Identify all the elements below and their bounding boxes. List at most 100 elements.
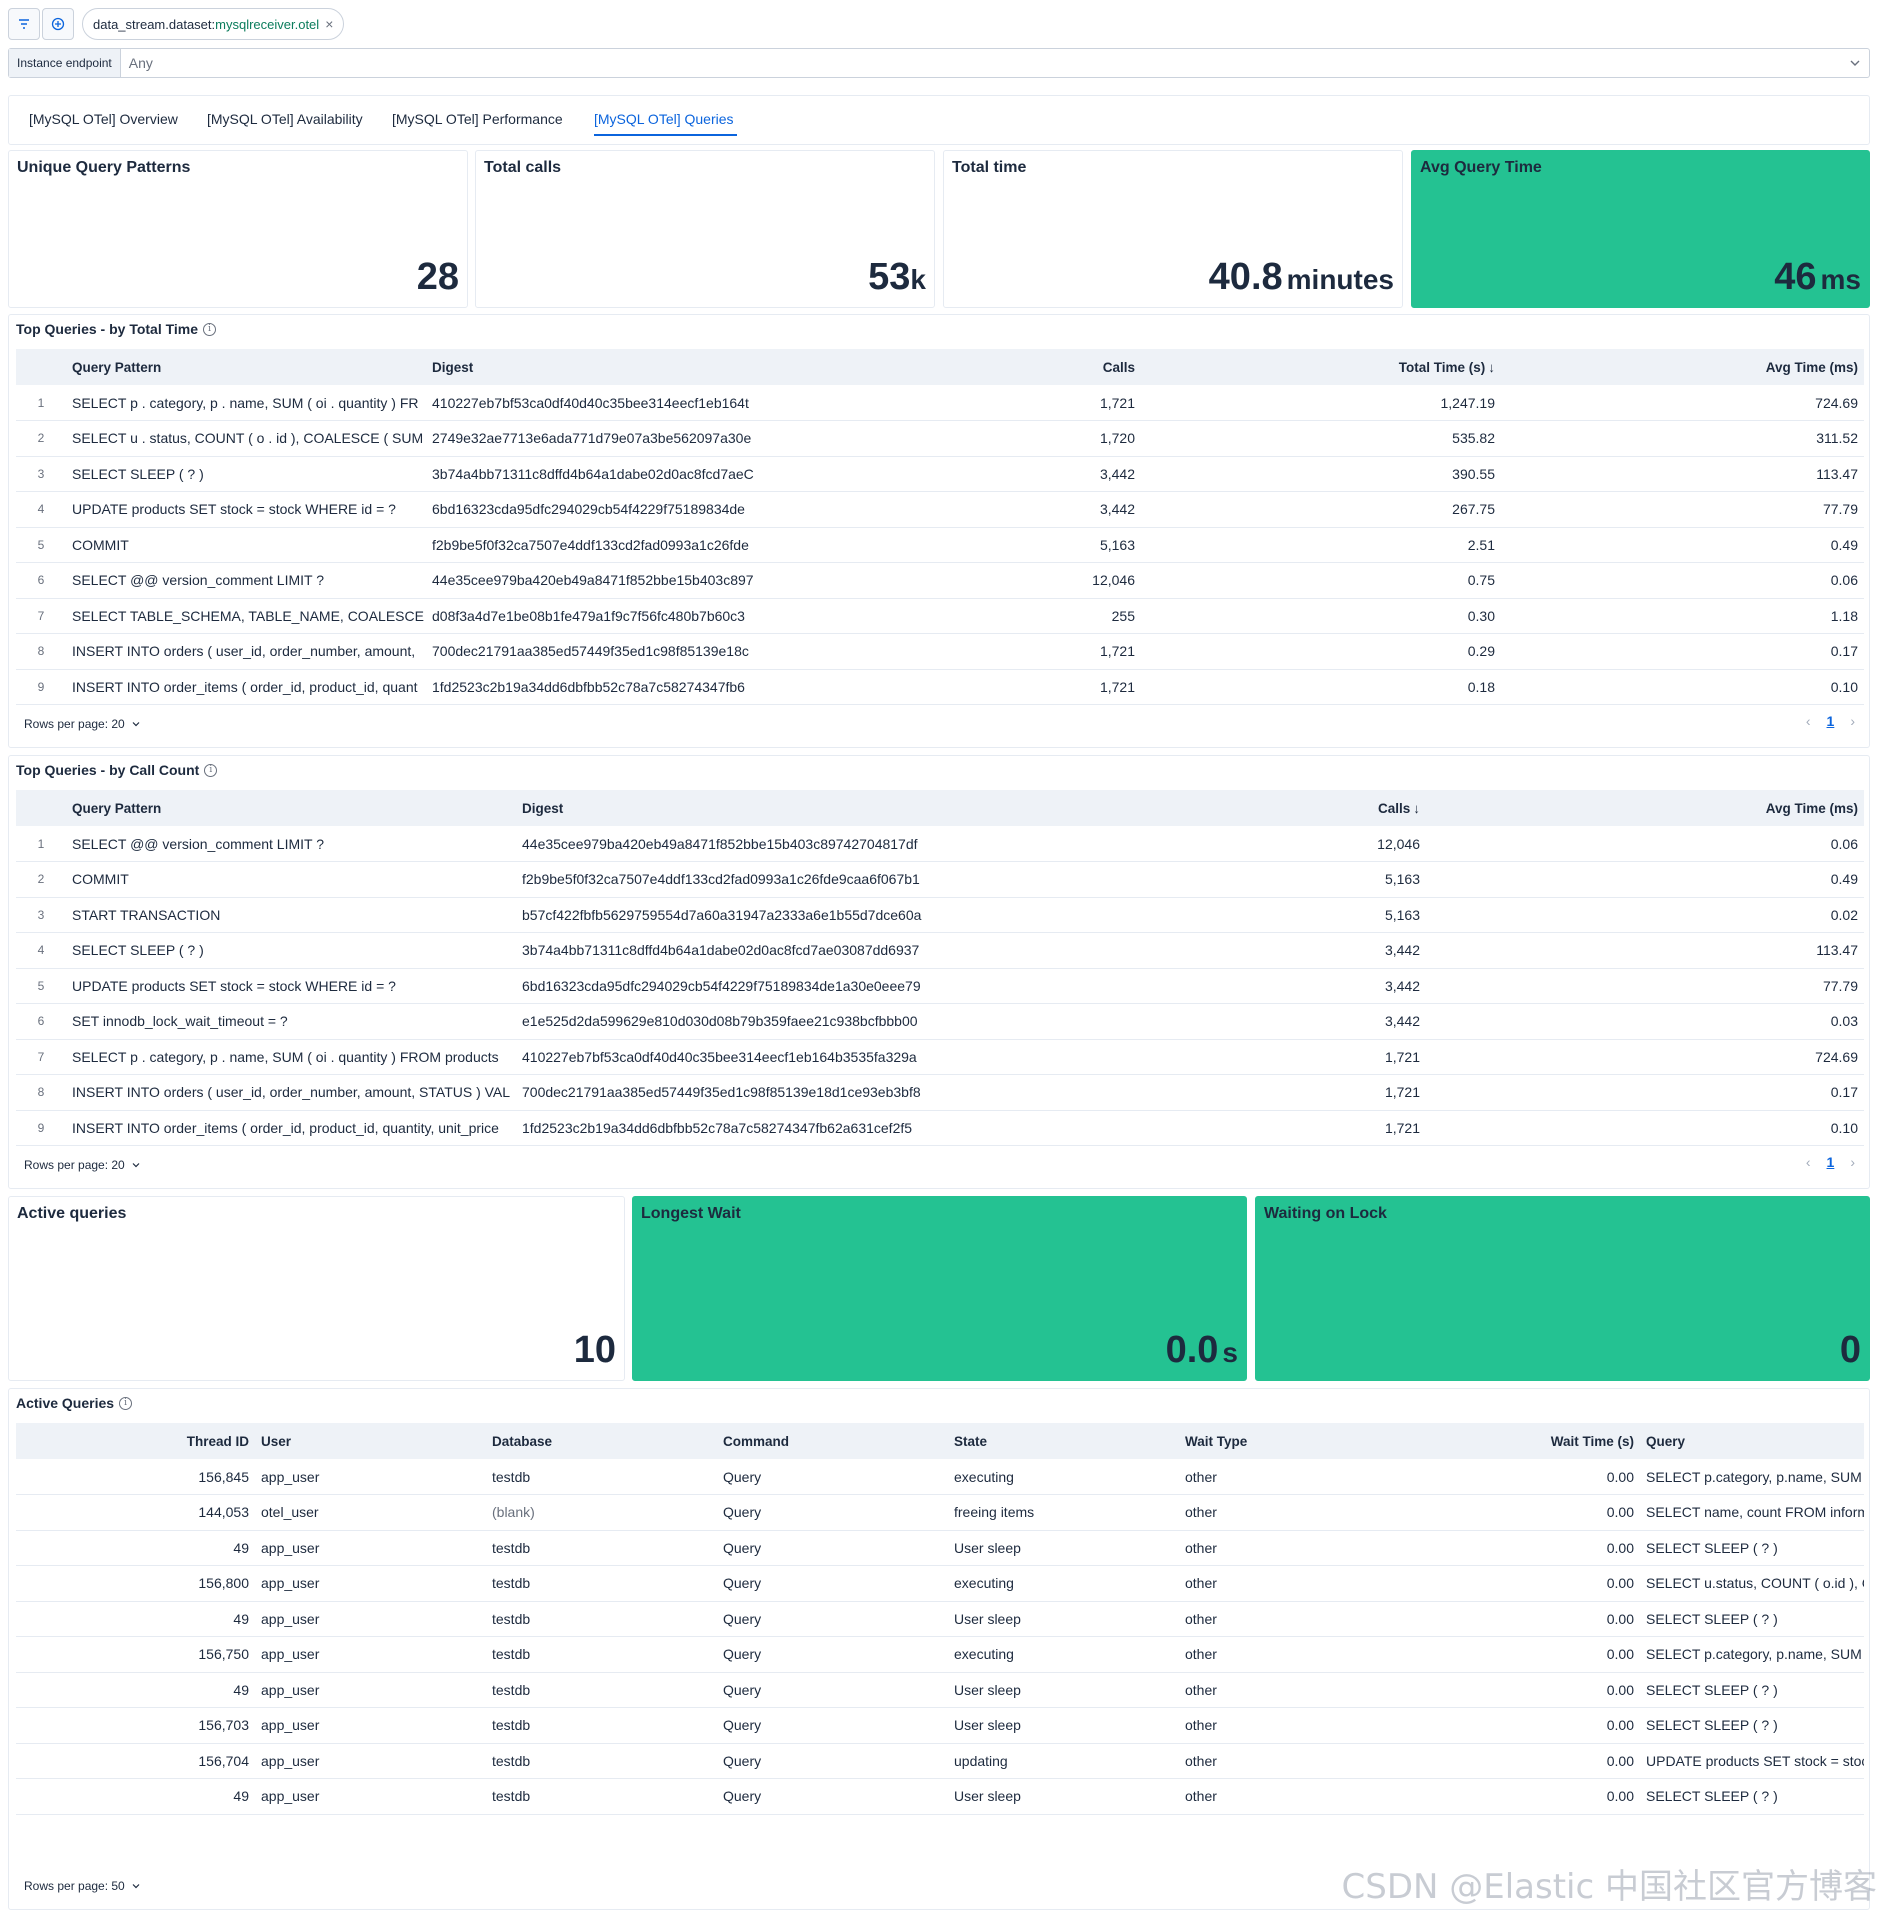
table-row[interactable]: 9 INSERT INTO order_items ( order_id, pro…	[16, 669, 1864, 705]
table-row[interactable]: 5 COMMIT f2b9be5f0f32ca7507e4ddf133cd2fad0…	[16, 527, 1864, 563]
prev-page-icon[interactable]: ‹	[1805, 1154, 1811, 1170]
table-row[interactable]: 8 INSERT INTO orders ( user_id, order_num…	[16, 1074, 1864, 1111]
command-cell: Query	[717, 1530, 948, 1566]
chevron-down-icon[interactable]	[1841, 56, 1869, 70]
state-cell: User sleep	[948, 1530, 1179, 1566]
remove-filter-icon[interactable]: ×	[325, 16, 334, 32]
table-row[interactable]: 8 INSERT INTO orders ( user_id, order_num…	[16, 633, 1864, 670]
wait-time-cell: 0.00	[1410, 1530, 1640, 1566]
next-page-icon[interactable]: ›	[1850, 1154, 1855, 1170]
table-row[interactable]: 1 SELECT p . category, p . name, SUM ( oi…	[16, 385, 1864, 421]
table-row[interactable]: 156,800 app_user testdb Query executing other…	[16, 1565, 1864, 1602]
table-row[interactable]: 4 UPDATE products SET stock = stock WHERE…	[16, 491, 1864, 528]
table-row[interactable]: 3 START TRANSACTION b57cf422fbfb5629759554…	[16, 897, 1864, 933]
table-row[interactable]: 4 SELECT SLEEP ( ? ) 3b74a4bb71311c8dffd4b…	[16, 932, 1864, 969]
instance-endpoint-control[interactable]: Instance endpoint Any	[8, 48, 1870, 78]
table-row[interactable]: 5 UPDATE products SET stock = stock WHERE…	[16, 968, 1864, 1004]
database-cell: testdb	[486, 1601, 717, 1637]
table-row[interactable]: 156,704 app_user testdb Query updating other 0…	[16, 1743, 1864, 1779]
col-avg-time[interactable]: Avg Time (ms)	[1426, 790, 1864, 826]
table-row[interactable]: 156,703 app_user testdb Query User sleep othe…	[16, 1707, 1864, 1744]
rows-per-page-button[interactable]: Rows per page: 20	[24, 1158, 141, 1172]
user-cell: app_user	[255, 1601, 486, 1637]
table-row[interactable]: 1 SELECT @@ version_comment LIMIT ? 44e35c…	[16, 826, 1864, 862]
query-pattern-cell: INSERT INTO orders ( user_id, order_numb…	[66, 1074, 516, 1111]
chevron-down-icon	[132, 1884, 140, 1889]
filter-pill[interactable]: data_stream.dataset: mysqlreceiver.otel …	[82, 8, 345, 40]
table-row[interactable]: 6 SELECT @@ version_comment LIMIT ? 44e35c…	[16, 562, 1864, 599]
filter-menu-button[interactable]	[8, 8, 40, 40]
table-row[interactable]: 3 SELECT SLEEP ( ? ) 3b74a4bb71311c8dffd4b…	[16, 456, 1864, 492]
page-number[interactable]: 1	[1826, 713, 1835, 729]
query-pattern-cell: SELECT u . status, COUNT ( o . id ), COA…	[66, 420, 426, 457]
col-database[interactable]: Database	[486, 1423, 717, 1459]
col-query-pattern[interactable]: Query Pattern	[66, 790, 516, 826]
table-row[interactable]: 144,053 otel_user (blank) Query freeing item…	[16, 1494, 1864, 1531]
tab-performance[interactable]: [MySQL OTel] Performance	[392, 111, 563, 127]
database-cell: (blank)	[486, 1494, 717, 1531]
table-row[interactable]: 2 SELECT u . status, COUNT ( o . id ), CO…	[16, 420, 1864, 457]
col-total-time[interactable]: Total Time (s) ↓	[1141, 349, 1501, 385]
col-wait-time[interactable]: Wait Time (s)	[1410, 1423, 1640, 1459]
table-row[interactable]: 7 SELECT p . category, p . name, SUM ( oi…	[16, 1039, 1864, 1075]
rows-per-page-button[interactable]: Rows per page: 50	[24, 1879, 141, 1893]
thread-id-cell: 156,703	[16, 1707, 255, 1744]
prev-page-icon[interactable]: ‹	[1805, 713, 1811, 729]
next-page-icon[interactable]: ›	[1850, 713, 1855, 729]
col-calls[interactable]: Calls	[781, 349, 1141, 385]
table-row[interactable]: 49 app_user testdb Query User sleep other 0.00…	[16, 1601, 1864, 1637]
row-index: 7	[16, 598, 66, 634]
metric-avg-query-time: Avg Query Time 46 ms	[1411, 150, 1870, 308]
col-thread-id[interactable]: Thread ID	[16, 1423, 255, 1459]
table-row[interactable]: 49 app_user testdb Query User sleep other 0.00…	[16, 1672, 1864, 1708]
table-row[interactable]: 9 INSERT INTO order_items ( order_id, pro…	[16, 1110, 1864, 1146]
control-value[interactable]: Any	[128, 55, 153, 71]
page-number[interactable]: 1	[1826, 1154, 1835, 1170]
total-time-cell: 535.82	[1141, 420, 1501, 457]
rows-per-page-button[interactable]: Rows per page: 20	[24, 717, 141, 731]
calls-cell: 5,163	[781, 527, 1141, 563]
query-cell: SELECT p.category, p.name, SUM	[1640, 1636, 1864, 1673]
sort-desc-icon: ↓	[1413, 800, 1420, 816]
tab-overview[interactable]: [MySQL OTel] Overview	[29, 111, 178, 127]
command-cell: Query	[717, 1565, 948, 1602]
add-filter-button[interactable]	[42, 8, 74, 40]
info-icon[interactable]: i	[204, 763, 218, 777]
digest-cell: 700dec21791aa385ed57449f35ed1c98f85139e1…	[426, 633, 781, 670]
avg-time-cell: 0.06	[1501, 562, 1864, 599]
table-row[interactable]: 6 SET innodb_lock_wait_timeout = ? e1e525d…	[16, 1003, 1864, 1040]
col-wait-type[interactable]: Wait Type	[1179, 1423, 1410, 1459]
row-index: 1	[16, 385, 66, 421]
tab-availability[interactable]: [MySQL OTel] Availability	[207, 111, 363, 127]
digest-cell: b57cf422fbfb5629759554d7a60a31947a2333a6…	[516, 897, 971, 933]
col-digest[interactable]: Digest	[516, 790, 971, 826]
digest-cell: 3b74a4bb71311c8dffd4b64a1dabe02d0ac8fcd7…	[516, 932, 971, 969]
col-user[interactable]: User	[255, 1423, 486, 1459]
thread-id-cell: 156,750	[16, 1636, 255, 1673]
col-state[interactable]: State	[948, 1423, 1179, 1459]
info-icon[interactable]: i	[119, 1396, 133, 1410]
info-icon[interactable]: i	[203, 322, 217, 336]
table-row[interactable]: 156,750 app_user testdb Query executing other…	[16, 1636, 1864, 1673]
state-cell: updating	[948, 1743, 1179, 1779]
digest-cell: 6bd16323cda95dfc294029cb54f4229f75189834…	[426, 491, 781, 528]
state-cell: executing	[948, 1636, 1179, 1673]
tab-queries[interactable]: [MySQL OTel] Queries	[594, 111, 734, 127]
command-cell: Query	[717, 1601, 948, 1637]
col-digest[interactable]: Digest	[426, 349, 781, 385]
table-row[interactable]: 2 COMMIT f2b9be5f0f32ca7507e4ddf133cd2fad0…	[16, 861, 1864, 898]
col-avg-time[interactable]: Avg Time (ms)	[1501, 349, 1864, 385]
col-query[interactable]: Query	[1640, 1423, 1864, 1459]
table-row[interactable]: 49 app_user testdb Query User sleep other 0.00…	[16, 1778, 1864, 1815]
wait-type-cell: other	[1179, 1636, 1410, 1673]
row-index: 5	[16, 968, 66, 1004]
digest-cell: 44e35cee979ba420eb49a8471f852bbe15b403c8…	[516, 826, 971, 862]
col-calls[interactable]: Calls ↓	[971, 790, 1426, 826]
query-pattern-cell: SET innodb_lock_wait_timeout = ?	[66, 1003, 516, 1040]
col-command[interactable]: Command	[717, 1423, 948, 1459]
table-row[interactable]: 7 SELECT TABLE_SCHEMA, TABLE_NAME, COALES…	[16, 598, 1864, 634]
table-row[interactable]: 49 app_user testdb Query User sleep other 0.00…	[16, 1530, 1864, 1566]
col-query-pattern[interactable]: Query Pattern	[66, 349, 426, 385]
table-row[interactable]: 156,845 app_user testdb Query executing other…	[16, 1459, 1864, 1495]
thread-id-cell: 156,800	[16, 1565, 255, 1602]
